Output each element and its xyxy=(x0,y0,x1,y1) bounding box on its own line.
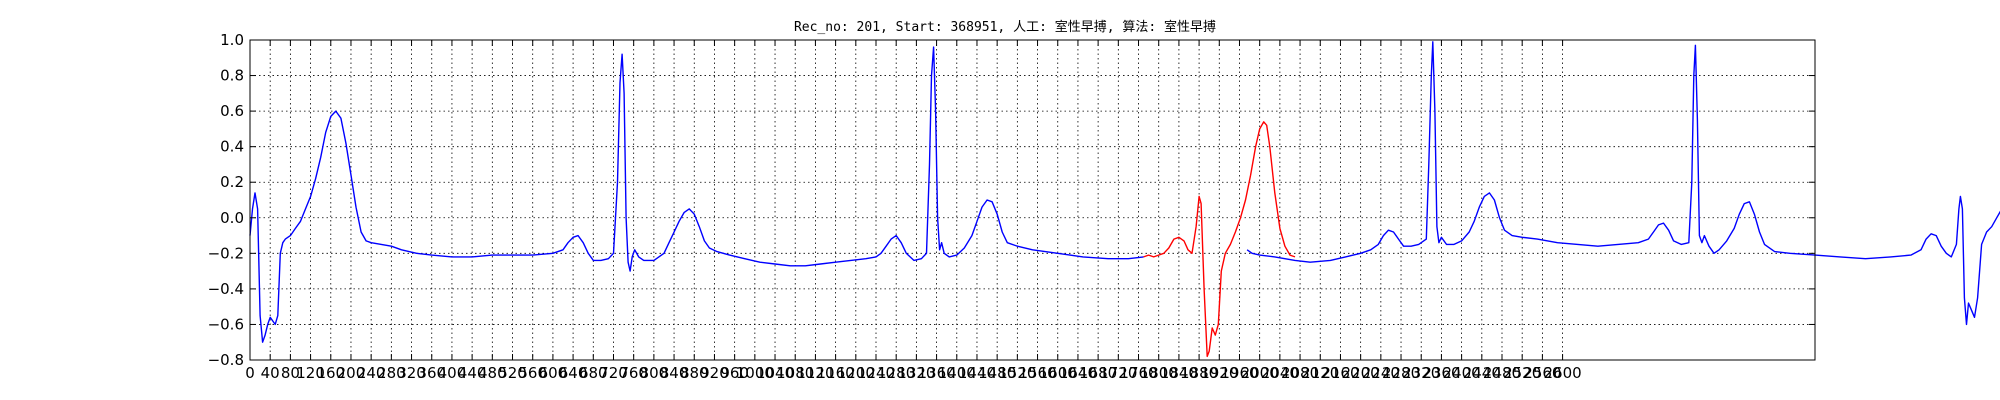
x-tick-label: 80 xyxy=(281,364,300,382)
x-tick-label: 2400 xyxy=(1443,364,1481,382)
x-tick-label: 400 xyxy=(438,364,467,382)
x-tick-label: 440 xyxy=(458,364,487,382)
x-tick-label: 1520 xyxy=(998,364,1036,382)
y-tick-label: 0.6 xyxy=(220,102,244,120)
x-tick-label: 1600 xyxy=(1039,364,1077,382)
x-tick-label: 1760 xyxy=(1119,364,1157,382)
x-tick-label: 600 xyxy=(539,364,568,382)
x-tick-label: 2280 xyxy=(1382,364,1420,382)
x-tick-label: 1120 xyxy=(796,364,834,382)
series-line xyxy=(1246,41,2000,326)
x-tick-label: 2560 xyxy=(1523,364,1561,382)
y-tick-label: −0.8 xyxy=(208,351,244,369)
x-tick-label: 680 xyxy=(579,364,608,382)
y-tick-label: 1.0 xyxy=(220,31,244,49)
grid-lines xyxy=(249,39,1815,361)
x-tick-label: 640 xyxy=(559,364,588,382)
x-tick-label: 800 xyxy=(640,364,669,382)
x-tick-label: 1040 xyxy=(756,364,794,382)
x-tick-label: 760 xyxy=(619,364,648,382)
x-tick-label: 920 xyxy=(700,364,729,382)
x-tick-label: 1160 xyxy=(817,364,855,382)
x-tick-label: 1440 xyxy=(958,364,996,382)
y-tick-label: −0.6 xyxy=(208,315,244,333)
x-tick-label: 1200 xyxy=(837,364,875,382)
x-tick-label: 200 xyxy=(337,364,366,382)
x-tick-label: 1960 xyxy=(1220,364,1258,382)
x-tick-label: 560 xyxy=(518,364,547,382)
plot-frame xyxy=(249,39,1816,361)
x-tick-label: 1560 xyxy=(1018,364,1056,382)
x-tick-label: 2480 xyxy=(1483,364,1521,382)
x-tick-label: 1080 xyxy=(776,364,814,382)
x-tick-label: 2320 xyxy=(1402,364,1440,382)
x-tick-label: 1640 xyxy=(1059,364,1097,382)
x-tick-label: 120 xyxy=(296,364,325,382)
x-tick-label: 2200 xyxy=(1342,364,1380,382)
x-tick-label: 240 xyxy=(357,364,386,382)
x-tick-label: 2160 xyxy=(1321,364,1359,382)
y-tick-label: 0.2 xyxy=(220,173,244,191)
y-tick-label: 0.4 xyxy=(220,138,244,156)
x-tick-label: 1400 xyxy=(938,364,976,382)
x-tick-label: 1720 xyxy=(1099,364,1137,382)
x-tick-label: 2240 xyxy=(1362,364,1400,382)
x-tick-label: 2000 xyxy=(1241,364,1279,382)
x-tick-label: 1480 xyxy=(978,364,1016,382)
x-tick-label: 2520 xyxy=(1503,364,1541,382)
x-tick-label: 2360 xyxy=(1422,364,1460,382)
x-tick-label: 1840 xyxy=(1160,364,1198,382)
y-tick-label: 0.0 xyxy=(220,209,244,227)
x-tick-label: 360 xyxy=(417,364,446,382)
x-tick-label: 2440 xyxy=(1463,364,1501,382)
x-tick-label: 1360 xyxy=(917,364,955,382)
x-tick-label: 480 xyxy=(478,364,507,382)
series-line xyxy=(1143,121,1296,358)
x-tick-label: 520 xyxy=(498,364,527,382)
x-tick-label: 1800 xyxy=(1140,364,1178,382)
y-tick-label: −0.2 xyxy=(208,244,244,262)
x-tick-label: 40 xyxy=(261,364,280,382)
axis-ticks: −0.8−0.6−0.4−0.20.00.20.40.60.81.00 40 801… xyxy=(208,31,1815,382)
x-tick-label: 1240 xyxy=(857,364,895,382)
y-tick-label: 0.8 xyxy=(220,67,244,85)
x-tick-label: 1000 xyxy=(736,364,774,382)
x-tick-label: 880 xyxy=(680,364,709,382)
x-tick-label: 2080 xyxy=(1281,364,1319,382)
chart-title: Rec_no: 201, Start: 368951, 人工: 室性早搏, 算法… xyxy=(794,19,1216,35)
x-tick-label: 2600 xyxy=(1543,364,1581,382)
x-tick-label: 1920 xyxy=(1200,364,1238,382)
y-tick-label: −0.4 xyxy=(208,280,244,298)
x-tick-label: 1320 xyxy=(897,364,935,382)
x-tick-label: 1280 xyxy=(877,364,915,382)
x-tick-label: 0 xyxy=(245,364,255,382)
x-tick-label: 320 xyxy=(397,364,426,382)
x-tick-label: 720 xyxy=(599,364,628,382)
x-tick-label: 160 xyxy=(316,364,345,382)
x-tick-label: 280 xyxy=(377,364,406,382)
x-tick-label: 1680 xyxy=(1079,364,1117,382)
x-tick-label: 960 xyxy=(720,364,749,382)
series-line xyxy=(249,46,1144,343)
x-tick-label: 2040 xyxy=(1261,364,1299,382)
signal-series xyxy=(249,41,2000,358)
x-tick-label: 1880 xyxy=(1180,364,1218,382)
x-tick-label: 2120 xyxy=(1301,364,1339,382)
x-tick-label: 840 xyxy=(660,364,689,382)
